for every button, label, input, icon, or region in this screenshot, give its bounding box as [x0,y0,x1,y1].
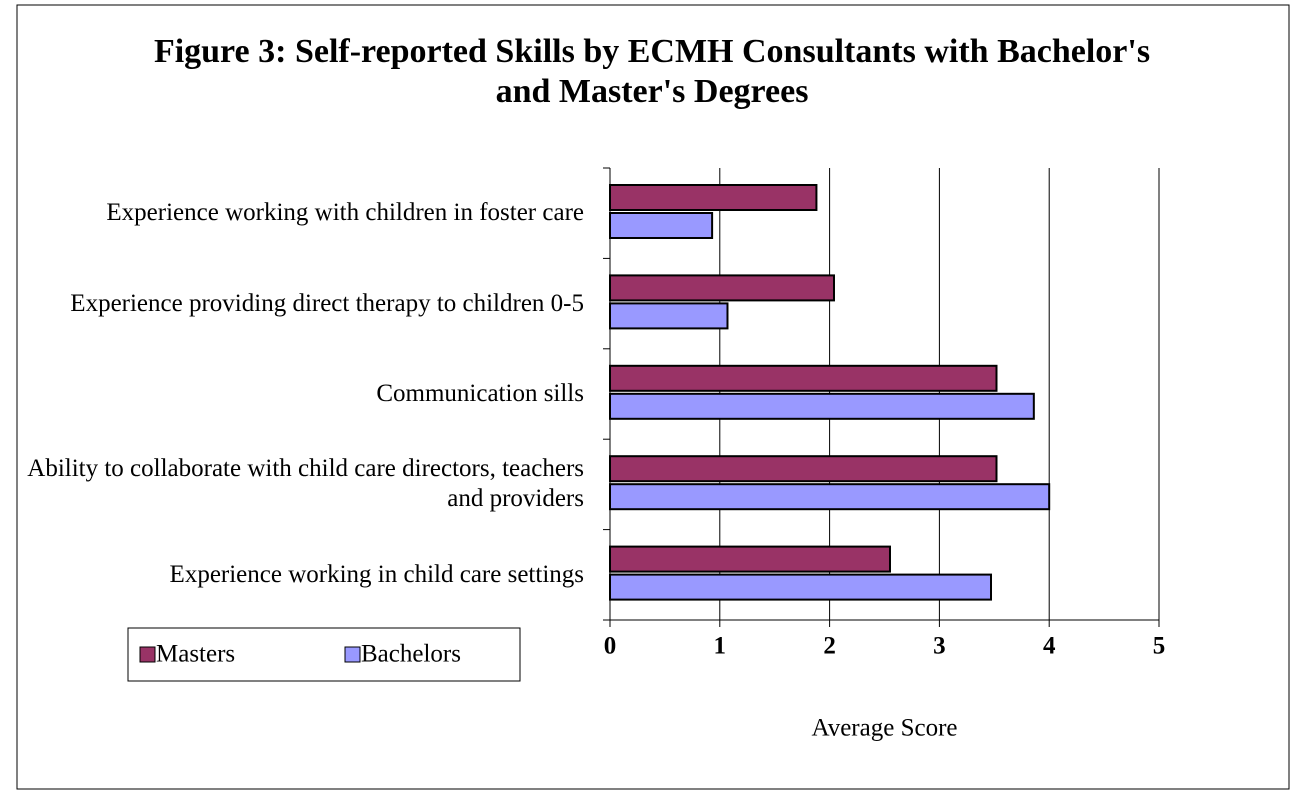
bar [609,364,998,392]
x-tick-label: 3 [933,633,946,660]
y-tick-label: Experience working in child care setting… [169,560,584,588]
legend-swatch [344,646,361,663]
bar [609,455,998,483]
x-tick-label: 5 [1153,633,1166,660]
chart-title: Figure 3: Self-reported Skills by ECMH C… [153,33,1151,110]
y-tick-label: Experience providing direct therapy to c… [70,289,584,317]
y-tick-label: Experience working with children in fost… [106,199,584,227]
bar [609,573,993,601]
bar [609,545,891,573]
x-tick-label: 4 [1043,633,1056,660]
x-axis-label: Average Score [812,715,958,742]
frame [16,4,1290,790]
bar [609,274,835,302]
legend-label: Bachelors [361,641,461,668]
legend-label: Masters [156,641,235,668]
y-tick-label: Communication sills [376,380,584,407]
bar [609,212,714,239]
x-tick-label: 0 [604,633,617,660]
legend-swatch [139,646,156,663]
bar [609,392,1035,420]
y-tick-label: Ability to collaborate with child care d… [27,455,584,513]
bar [609,302,729,330]
bar [609,184,818,211]
bar [609,483,1051,511]
x-tick-label: 2 [823,633,836,660]
x-tick-label: 1 [714,633,727,660]
legend-box [127,627,521,682]
